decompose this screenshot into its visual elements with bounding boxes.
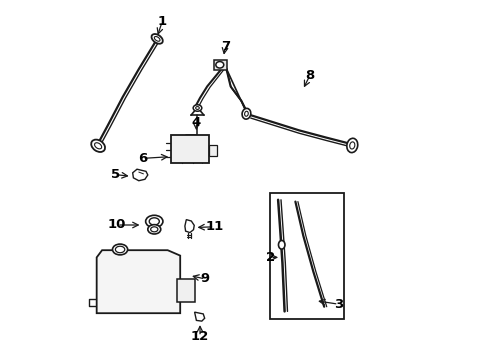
Ellipse shape [242, 108, 251, 119]
Ellipse shape [113, 244, 127, 255]
Ellipse shape [151, 34, 163, 44]
Text: 9: 9 [201, 273, 210, 285]
Ellipse shape [91, 140, 105, 152]
Polygon shape [97, 250, 180, 313]
Ellipse shape [347, 138, 358, 153]
Text: 12: 12 [191, 330, 209, 343]
Ellipse shape [278, 240, 285, 249]
Text: 2: 2 [266, 251, 275, 264]
Bar [176, 279, 196, 302]
Text: 8: 8 [305, 69, 315, 82]
Text: 7: 7 [220, 40, 230, 53]
Ellipse shape [193, 105, 202, 111]
Ellipse shape [148, 225, 161, 234]
Ellipse shape [216, 62, 224, 68]
Ellipse shape [146, 215, 163, 228]
Text: 1: 1 [158, 15, 167, 28]
Bar [215, 60, 227, 70]
Text: 3: 3 [334, 298, 343, 311]
Bar [209, 145, 217, 156]
Text: 6: 6 [138, 152, 147, 165]
Text: 4: 4 [192, 116, 201, 129]
Text: 11: 11 [205, 220, 223, 233]
Text: 5: 5 [111, 168, 120, 181]
Bar [171, 135, 209, 163]
Text: 10: 10 [108, 219, 126, 231]
Bar [270, 193, 344, 319]
Polygon shape [195, 312, 205, 321]
